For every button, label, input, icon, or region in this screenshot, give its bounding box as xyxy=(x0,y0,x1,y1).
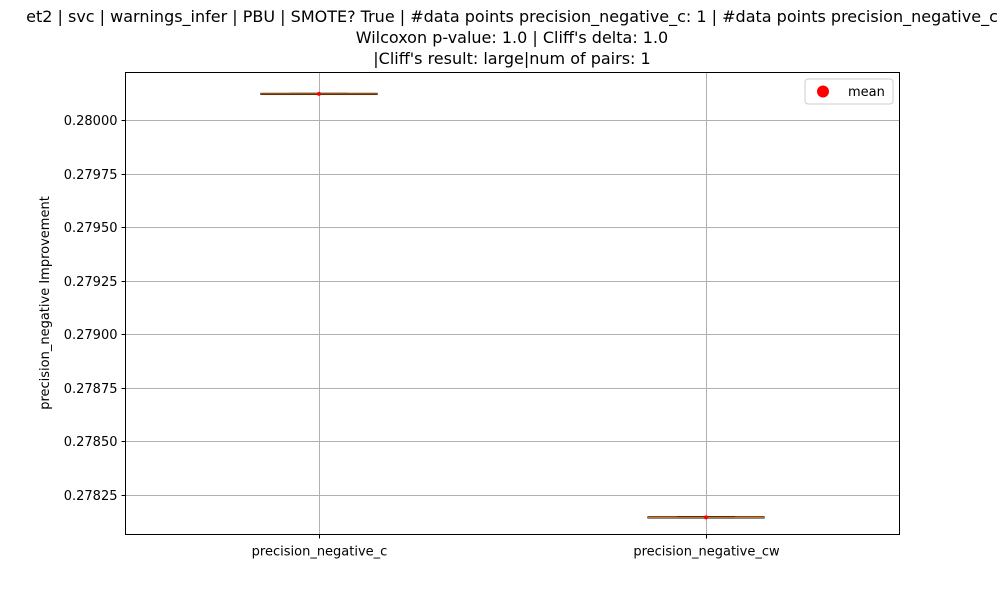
y-tick-label: 0.27975 xyxy=(64,168,118,183)
y-tick-label: 0.27925 xyxy=(64,275,118,290)
chart-title-line-1: et2 | svc | warnings_infer | PBU | SMOTE… xyxy=(26,7,998,27)
legend-mean-label: mean xyxy=(848,85,885,100)
y-tick-label: 0.27850 xyxy=(64,435,118,450)
mean-marker xyxy=(317,91,321,96)
y-axis-label: precision_negative Improvement xyxy=(38,196,53,410)
y-tick-label: 0.28000 xyxy=(64,114,118,129)
legend-mean-marker xyxy=(817,85,829,98)
x-tick-label: precision_negative_cw xyxy=(633,545,780,560)
y-tick-label: 0.27950 xyxy=(64,221,118,236)
y-tick-label: 0.27900 xyxy=(64,328,118,343)
y-axis-ticks: 0.27825 0.27850 0.27875 0.27900 0.27925 0.279… xyxy=(64,114,126,504)
mean-marker xyxy=(704,515,708,520)
plot-area-frame xyxy=(125,72,900,535)
y-tick-label: 0.27875 xyxy=(64,382,118,397)
chart-title: et2 | svc | warnings_infer | PBU | SMOTE… xyxy=(26,7,998,68)
x-tick-label: precision_negative_c xyxy=(252,545,388,560)
chart-title-line-2: Wilcoxon p-value: 1.0 | Cliff's delta: 1… xyxy=(356,28,668,47)
y-tick-label: 0.27825 xyxy=(64,489,118,504)
chart-title-line-3: |Cliff's result: large|num of pairs: 1 xyxy=(373,49,650,68)
box-series xyxy=(260,91,765,520)
x-axis-ticks: precision_negative_c precision_negative_c… xyxy=(252,534,780,560)
legend: mean xyxy=(804,78,894,105)
grid-lines xyxy=(125,72,900,535)
legend-frame xyxy=(804,78,894,105)
